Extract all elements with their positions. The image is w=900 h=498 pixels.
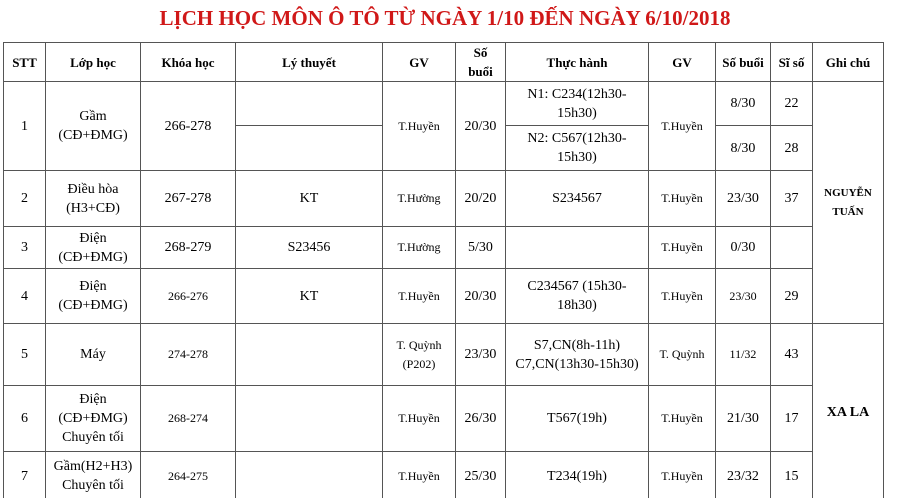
- cell: 25/30: [455, 451, 506, 498]
- cell: 23/30: [715, 268, 771, 324]
- cell: 268-279: [140, 226, 236, 269]
- cell: Gầm(H2+H3) Chuyên tối: [45, 451, 141, 498]
- cell: 274-278: [140, 323, 236, 386]
- cell: 1: [3, 81, 46, 171]
- col-header: GV: [382, 42, 456, 82]
- cell: 43: [770, 323, 813, 386]
- cell: [770, 226, 813, 269]
- cell: S7,CN(8h-11h) C7,CN(13h30-15h30): [505, 323, 649, 386]
- cell: [235, 451, 383, 498]
- header-row: STT Lớp học Khóa học Lý thuyết GV Số buổ…: [3, 42, 884, 82]
- cell: Điện (CĐ+ĐMG): [45, 268, 141, 324]
- cell: T.Huyền: [648, 226, 716, 269]
- cell: 0/30: [715, 226, 771, 269]
- cell: N1: C234(12h30-15h30): [505, 81, 649, 126]
- cell: T.Huyền: [382, 451, 456, 498]
- cell: 266-278: [140, 81, 236, 171]
- cell: T.Hường: [382, 170, 456, 227]
- cell: 5/30: [455, 226, 506, 269]
- cell: [505, 226, 649, 269]
- cell: 4: [3, 268, 46, 324]
- cell: S234567: [505, 170, 649, 227]
- cell: 20/30: [455, 81, 506, 171]
- cell: S23456: [235, 226, 383, 269]
- row: 7 Gầm(H2+H3) Chuyên tối 264-275 T.Huyền …: [3, 451, 884, 498]
- cell: 21/30: [715, 385, 771, 452]
- cell: 28: [770, 125, 813, 171]
- col-header: Sĩ số: [770, 42, 813, 82]
- col-header: Khóa học: [140, 42, 236, 82]
- cell: T.Huyền: [648, 170, 716, 227]
- cell: 6: [3, 385, 46, 452]
- cell: 3: [3, 226, 46, 269]
- cell: 26/30: [455, 385, 506, 452]
- cell: 22: [770, 81, 813, 126]
- cell: Điện (CĐ+ĐMG) Chuyên tối: [45, 385, 141, 452]
- cell: 23/30: [455, 323, 506, 386]
- cell: N2: C567(12h30-15h30): [505, 125, 649, 171]
- cell: Điện (CĐ+ĐMG): [45, 226, 141, 269]
- col-header: Thực hành: [505, 42, 649, 82]
- cell: T567(19h): [505, 385, 649, 452]
- col-header: Số buổi: [455, 42, 506, 82]
- cell: 267-278: [140, 170, 236, 227]
- cell: T234(19h): [505, 451, 649, 498]
- cell: Gầm (CĐ+ĐMG): [45, 81, 141, 171]
- cell: 5: [3, 323, 46, 386]
- col-header: Ghi chú: [812, 42, 884, 82]
- cell: [235, 385, 383, 452]
- cell: T.Huyền: [648, 81, 716, 171]
- row: 2 Điều hòa (H3+CĐ) 267-278 KT T.Hường 20…: [3, 170, 884, 227]
- cell: T.Hường: [382, 226, 456, 269]
- cell: T.Huyền: [382, 385, 456, 452]
- note: XA LA: [812, 323, 884, 498]
- cell: 11/32: [715, 323, 771, 386]
- cell: 8/30: [715, 81, 771, 126]
- cell: 17: [770, 385, 813, 452]
- cell: Điều hòa (H3+CĐ): [45, 170, 141, 227]
- row: 1 Gầm (CĐ+ĐMG) 266-278 T.Huyền 20/30 N1:…: [3, 81, 884, 324]
- col-header: Lớp học: [45, 42, 141, 82]
- cell: [235, 81, 383, 126]
- cell: 15: [770, 451, 813, 498]
- row: 5 Máy 274-278 T. Quỳnh (P202) 23/30 S7,C…: [3, 323, 884, 498]
- col-header: GV: [648, 42, 716, 82]
- cell: T.Huyền: [648, 451, 716, 498]
- cell: 2: [3, 170, 46, 227]
- cell: 37: [770, 170, 813, 227]
- cell: 23/30: [715, 170, 771, 227]
- cell: 264-275: [140, 451, 236, 498]
- col-header: Lý thuyết: [235, 42, 383, 82]
- cell: Máy: [45, 323, 141, 386]
- col-header: STT: [3, 42, 46, 82]
- cell: 268-274: [140, 385, 236, 452]
- col-header: Số buổi: [715, 42, 771, 82]
- cell: KT: [235, 170, 383, 227]
- cell: 266-276: [140, 268, 236, 324]
- cell: T.Huyền: [382, 81, 456, 171]
- cell: C234567 (15h30-18h30): [505, 268, 649, 324]
- cell: 23/32: [715, 451, 771, 498]
- cell: 20/20: [455, 170, 506, 227]
- cell: 20/30: [455, 268, 506, 324]
- title: LỊCH HỌC MÔN Ô TÔ TỪ NGÀY 1/10 ĐẾN NGÀY …: [159, 6, 731, 30]
- cell: KT: [235, 268, 383, 324]
- row: 3 Điện (CĐ+ĐMG) 268-279 S23456 T.Hường 5…: [3, 226, 884, 269]
- row: 6 Điện (CĐ+ĐMG) Chuyên tối 268-274 T.Huy…: [3, 385, 884, 452]
- cell: T.Huyền: [382, 268, 456, 324]
- cell: [235, 323, 383, 386]
- cell: 29: [770, 268, 813, 324]
- cell: T. Quỳnh: [648, 323, 716, 386]
- cell: 7: [3, 451, 46, 498]
- cell: 8/30: [715, 125, 771, 171]
- schedule-table: STT Lớp học Khóa học Lý thuyết GV Số buổ…: [3, 42, 884, 498]
- cell: T. Quỳnh (P202): [382, 323, 456, 386]
- row: 4 Điện (CĐ+ĐMG) 266-276 KT T.Huyền 20/30…: [3, 268, 884, 324]
- cell: T.Huyền: [648, 268, 716, 324]
- note: NGUYỄN TUẤN: [812, 81, 884, 324]
- cell: [235, 125, 383, 171]
- cell: T.Huyền: [648, 385, 716, 452]
